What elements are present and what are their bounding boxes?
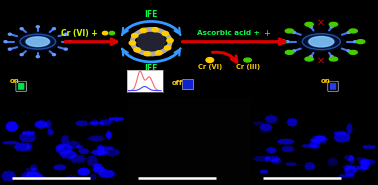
Circle shape	[309, 56, 312, 58]
Circle shape	[64, 48, 67, 50]
Circle shape	[36, 26, 39, 28]
Circle shape	[36, 56, 39, 58]
Ellipse shape	[349, 29, 357, 33]
Ellipse shape	[329, 22, 338, 26]
Text: on: on	[9, 78, 19, 84]
Ellipse shape	[303, 34, 340, 50]
Circle shape	[20, 28, 23, 30]
Ellipse shape	[26, 37, 50, 46]
Circle shape	[132, 33, 138, 38]
Circle shape	[162, 31, 169, 36]
FancyBboxPatch shape	[329, 82, 337, 90]
Circle shape	[64, 33, 67, 35]
Ellipse shape	[285, 29, 294, 33]
Circle shape	[293, 31, 296, 33]
Ellipse shape	[329, 57, 338, 61]
Circle shape	[8, 33, 11, 35]
Text: Cr (III): Cr (III)	[235, 64, 260, 70]
Text: off: off	[171, 80, 183, 86]
Text: ✕: ✕	[317, 18, 325, 28]
Circle shape	[68, 41, 71, 43]
Ellipse shape	[305, 57, 313, 61]
Ellipse shape	[305, 22, 313, 26]
Text: ✕: ✕	[317, 56, 325, 66]
Ellipse shape	[278, 40, 286, 44]
Circle shape	[109, 31, 115, 35]
Ellipse shape	[309, 36, 334, 47]
Ellipse shape	[16, 32, 59, 51]
Circle shape	[167, 38, 173, 43]
Text: Cr (VI): Cr (VI)	[198, 64, 222, 70]
Circle shape	[286, 41, 289, 43]
Circle shape	[206, 58, 214, 63]
Text: Cr (VI) +: Cr (VI) +	[61, 29, 98, 38]
Circle shape	[137, 33, 166, 51]
Text: Ascorbic acid +: Ascorbic acid +	[197, 30, 260, 36]
Circle shape	[347, 31, 350, 33]
Ellipse shape	[20, 34, 55, 49]
Circle shape	[354, 41, 357, 43]
Circle shape	[129, 41, 136, 45]
Circle shape	[309, 26, 312, 28]
FancyBboxPatch shape	[328, 81, 338, 91]
Text: on: on	[321, 78, 331, 84]
Circle shape	[330, 26, 333, 28]
Circle shape	[152, 28, 158, 32]
Circle shape	[53, 28, 56, 30]
Circle shape	[8, 48, 11, 50]
Text: IFE: IFE	[144, 10, 158, 19]
FancyBboxPatch shape	[182, 79, 193, 89]
Circle shape	[102, 31, 108, 35]
Circle shape	[347, 50, 350, 52]
Circle shape	[156, 51, 162, 55]
Ellipse shape	[25, 36, 51, 47]
Circle shape	[330, 56, 333, 58]
Circle shape	[144, 52, 150, 56]
Circle shape	[4, 41, 7, 43]
FancyBboxPatch shape	[17, 82, 25, 90]
Circle shape	[140, 28, 147, 33]
Ellipse shape	[285, 51, 294, 54]
Circle shape	[53, 54, 56, 56]
Ellipse shape	[356, 40, 365, 44]
Ellipse shape	[308, 36, 335, 48]
Ellipse shape	[298, 32, 344, 52]
Circle shape	[293, 50, 296, 52]
FancyBboxPatch shape	[16, 81, 26, 91]
Circle shape	[134, 48, 140, 52]
Ellipse shape	[244, 58, 251, 62]
Text: IFE: IFE	[144, 64, 158, 73]
Ellipse shape	[349, 51, 357, 54]
Circle shape	[20, 54, 23, 56]
Text: +: +	[263, 29, 270, 38]
Circle shape	[164, 46, 171, 50]
